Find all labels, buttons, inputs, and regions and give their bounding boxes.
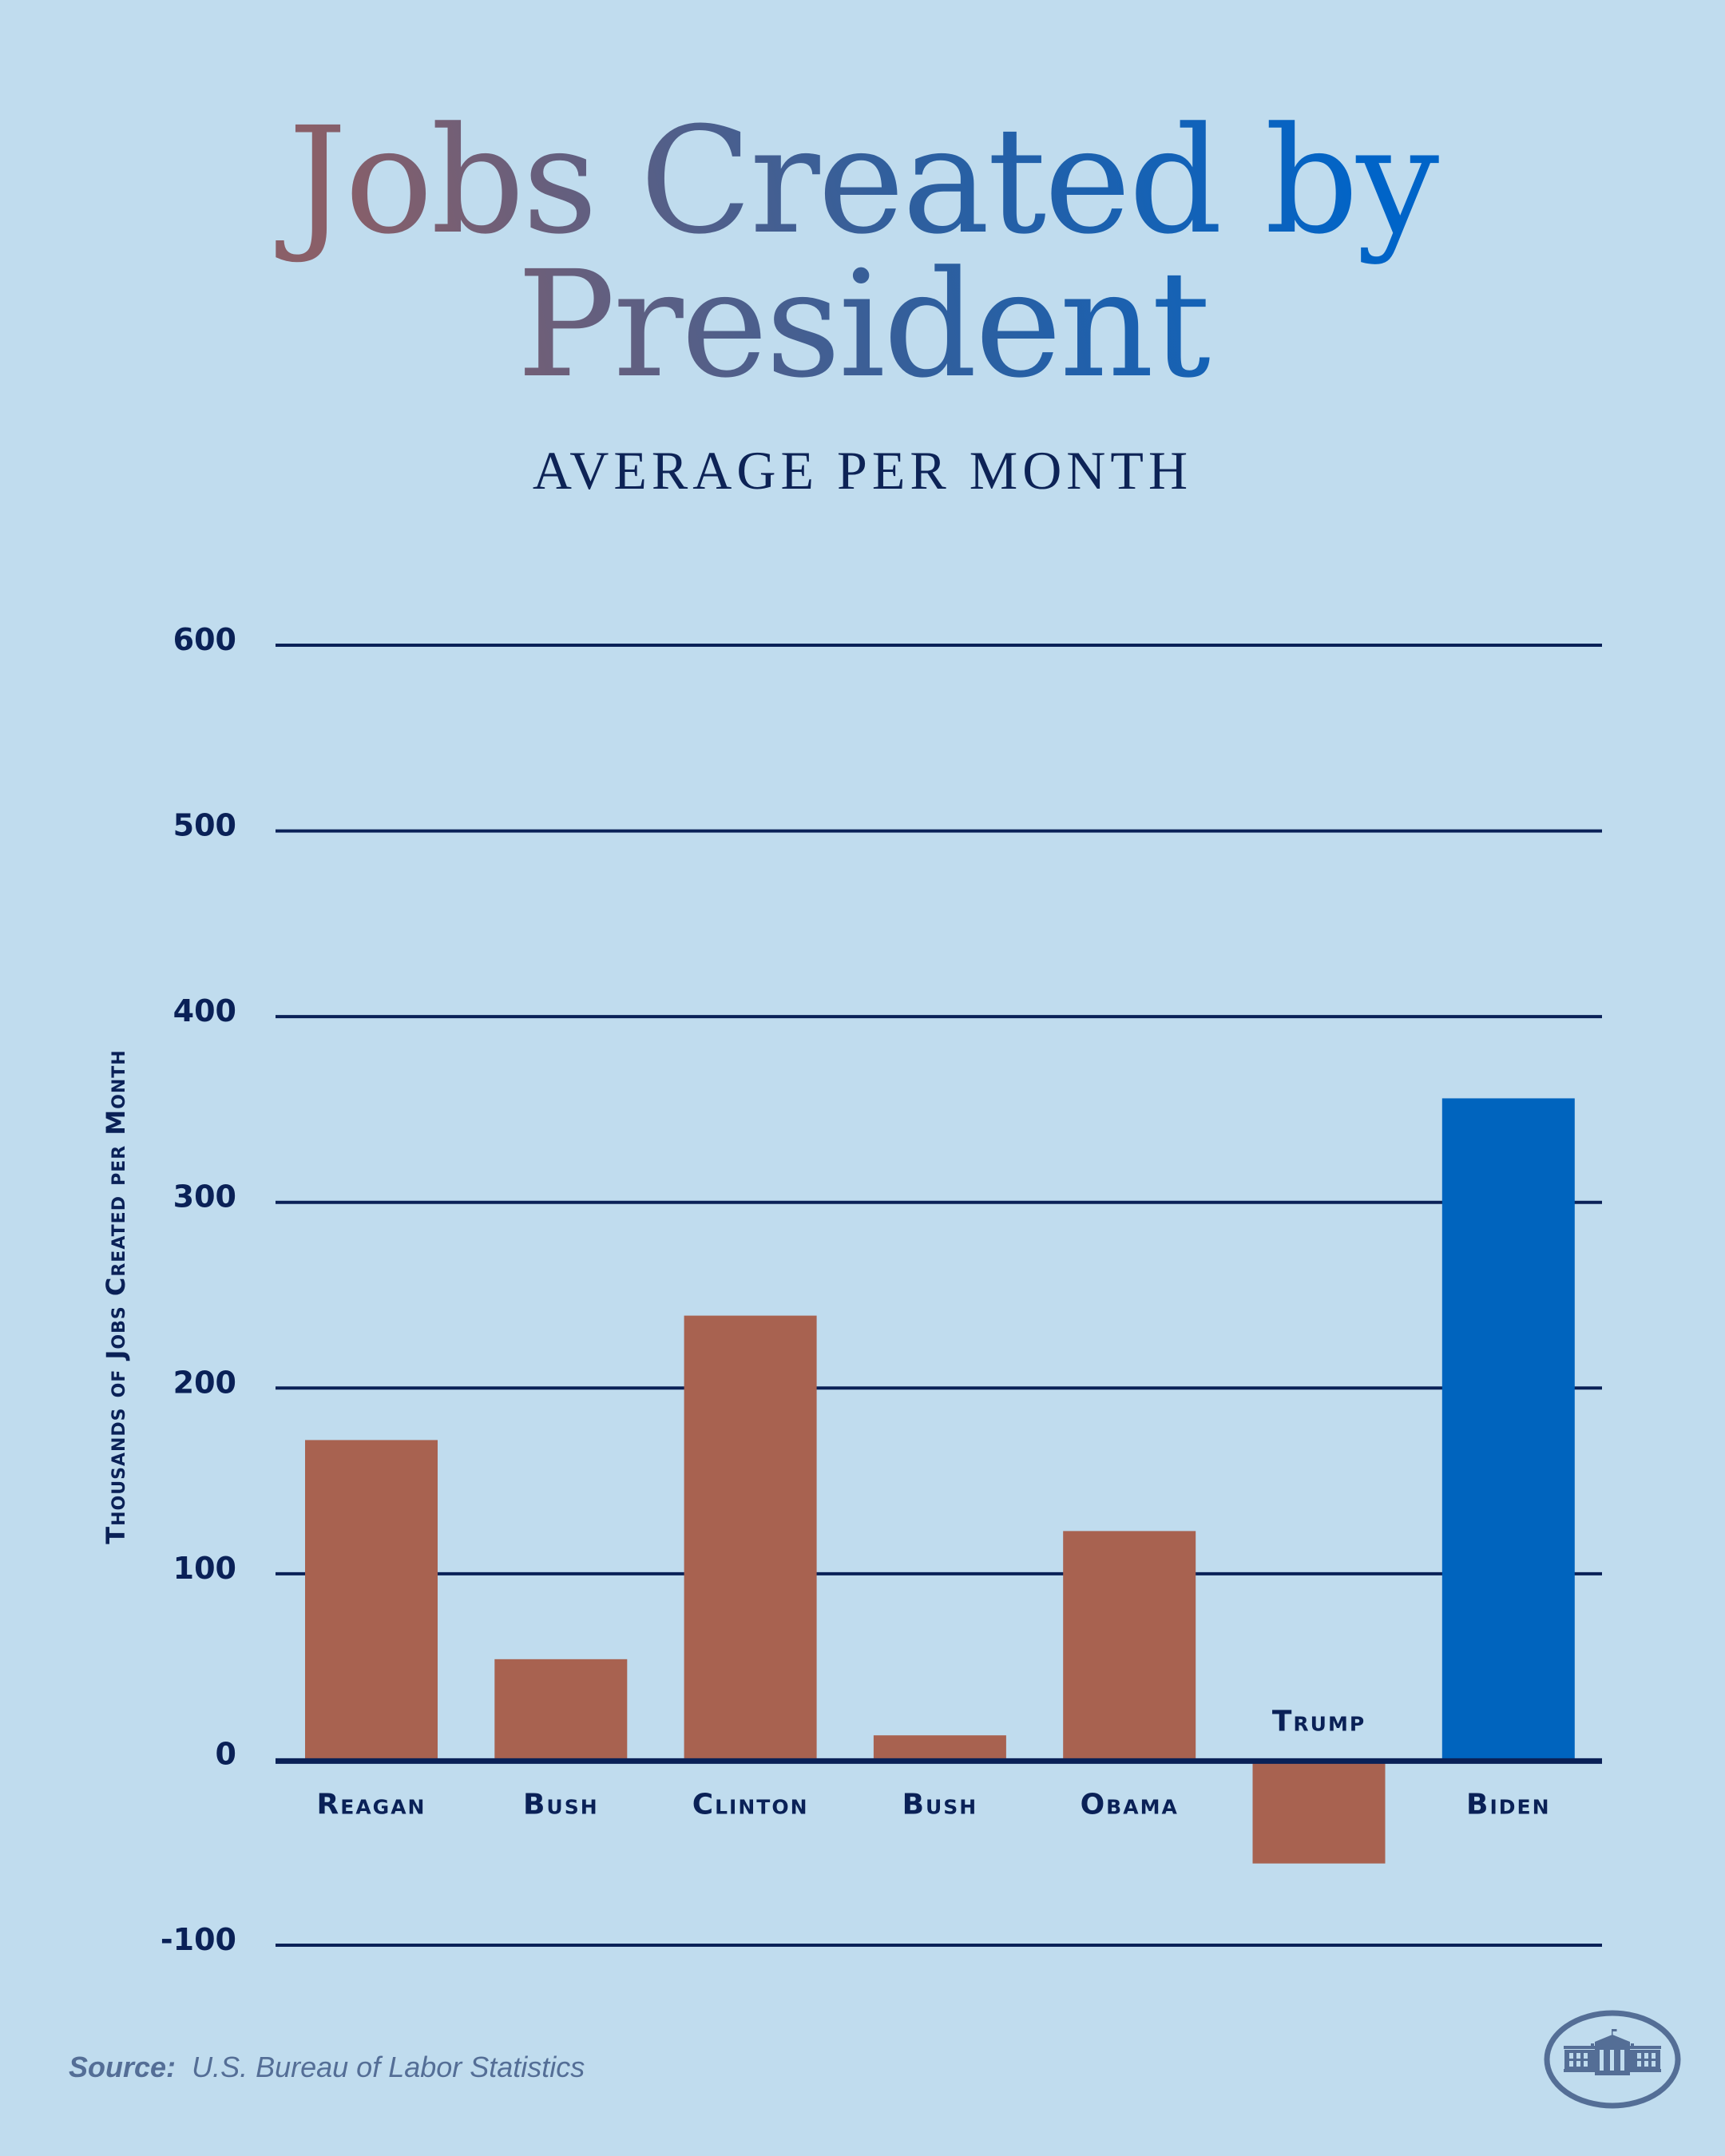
category-label: Trump (1272, 1705, 1366, 1738)
category-label: Obama (1081, 1788, 1179, 1821)
category-labels: Reagan Bush Clinton Bush Obama Trump Biden (317, 1705, 1551, 1821)
bar-clinton-2 (684, 1315, 817, 1760)
chart-subtitle: AVERAGE PER MONTH (533, 440, 1192, 501)
y-tick-label: 200 (173, 1365, 236, 1400)
bar-reagan-0 (305, 1440, 438, 1760)
category-label: Clinton (692, 1788, 809, 1821)
bar-biden-6 (1441, 1098, 1575, 1760)
category-label: Bush (523, 1788, 599, 1821)
y-tick-label: 500 (173, 808, 236, 843)
source-note: Source: U.S. Bureau of Labor Statistics (69, 2051, 585, 2083)
y-tick-label: 400 (173, 993, 236, 1028)
y-axis-title: Thousands of Jobs Created per Month (101, 1049, 131, 1544)
y-tick-label: 300 (173, 1179, 236, 1215)
white-house-seal-icon (1544, 2010, 1681, 2109)
bars (305, 1098, 1575, 1864)
chart-title-line2: President (517, 240, 1210, 410)
y-tick-label: 0 (216, 1736, 236, 1771)
source-label: Source: (69, 2051, 176, 2083)
category-label: Bush (902, 1788, 978, 1821)
bar-trump-5 (1252, 1759, 1386, 1864)
source-text: U.S. Bureau of Labor Statistics (192, 2051, 585, 2083)
chart-title-line1: Jobs Created by (276, 96, 1439, 267)
category-label: Biden (1466, 1788, 1551, 1821)
y-tick-label: 600 (173, 622, 236, 657)
gridlines (276, 644, 1602, 1947)
bar-bush-1 (494, 1659, 628, 1760)
y-tick-label: -100 (161, 1922, 236, 1957)
bar-obama-4 (1063, 1531, 1196, 1760)
y-tick-label: 100 (173, 1551, 236, 1586)
bar-bush-3 (873, 1735, 1006, 1760)
y-axis-ticks: 600 500 400 300 200 100 0 -100 (161, 622, 236, 1957)
category-label: Reagan (317, 1788, 426, 1821)
